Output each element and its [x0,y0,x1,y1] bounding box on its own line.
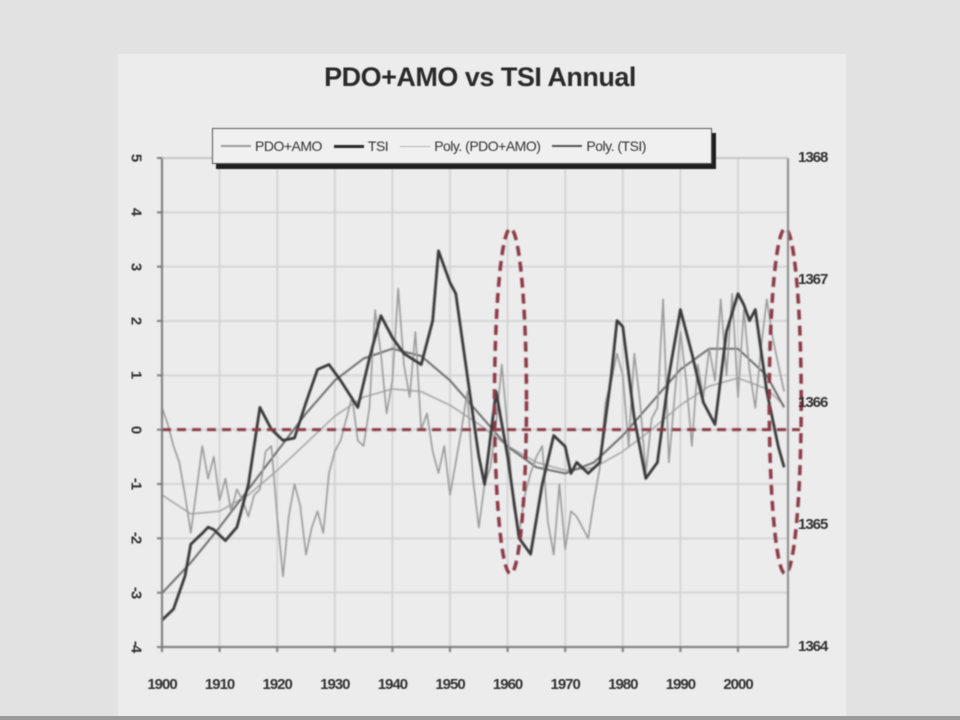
annotations-layer [162,226,803,576]
x-axis-tick-label: 1990 [665,676,696,693]
left-axis-tick-label: -2 [127,532,145,544]
legend-item-tsi: TSI [333,138,389,154]
legend-item-poly-pdo-amo: Poly. (PDO+AMO) [400,138,541,154]
legend-swatch-pdo-amo [221,145,251,147]
legend-swatch-poly-pdo-amo [400,145,431,147]
right-axis-tick-label: 1364 [798,638,828,655]
x-axis-tick-label: 2000 [723,676,753,693]
legend-item-poly-tsi: Poly. (TSI) [552,138,646,154]
highlight-ellipse [767,226,803,576]
left-axis-tick-label: -4 [127,640,145,653]
series-line-tsi [161,249,786,622]
right-axis-tick-label: 1368 [798,149,828,166]
legend-swatch-tsi [333,144,364,148]
right-axis-tick-label: 1366 [798,393,828,411]
bottom-border [0,716,960,720]
series-line-pdo-amo [161,287,785,578]
x-axis-tick-label: 1930 [320,676,350,693]
x-axis-tick-label: 1950 [435,676,465,693]
left-axis-tick-label: -3 [127,586,145,598]
series-line-poly-pdo-amo- [161,377,785,515]
x-axis-tick-label: 1980 [608,676,638,693]
left-axis-tick-label: 1 [127,371,145,379]
legend-swatch-poly-tsi [552,145,583,147]
left-axis-tick-label: 3 [127,262,145,270]
x-axis-tick-label: 1900 [147,676,177,693]
chart-legend: PDO+AMO TSI Poly. (PDO+AMO) Poly. (TSI) [212,128,712,164]
x-axis-tick-label: 1960 [492,676,523,693]
legend-label: Poly. (PDO+AMO) [434,138,541,154]
x-axis-tick-label: 1920 [262,676,293,693]
right-axis-tick-label: 1365 [798,515,828,533]
left-axis-tick-label: 5 [127,153,145,162]
series-line-poly-tsi- [161,347,785,594]
x-axis-tick-label: 1940 [377,676,408,693]
highlight-ellipse [492,226,529,576]
legend-label: Poly. (TSI) [586,138,646,154]
right-axis-tick-label: 1367 [798,271,828,289]
legend-item-pdo-amo: PDO+AMO [221,138,322,154]
slide-background [118,54,846,716]
x-axis-tick-label: 1910 [204,676,235,693]
series-layer [161,249,786,622]
chart-title: PDO+AMO vs TSI Annual [324,62,636,92]
left-axis-tick-label: 2 [127,316,145,325]
left-axis-tick-label: 0 [127,425,145,433]
plot-frame [157,157,789,652]
x-axis-tick-label: 1970 [550,676,581,693]
left-axis-tick-label: 4 [127,208,145,216]
gridlines [161,157,788,648]
legend-label: TSI [367,138,389,154]
left-axis-tick-label: -1 [127,477,145,490]
legend-label: PDO+AMO [255,138,322,154]
